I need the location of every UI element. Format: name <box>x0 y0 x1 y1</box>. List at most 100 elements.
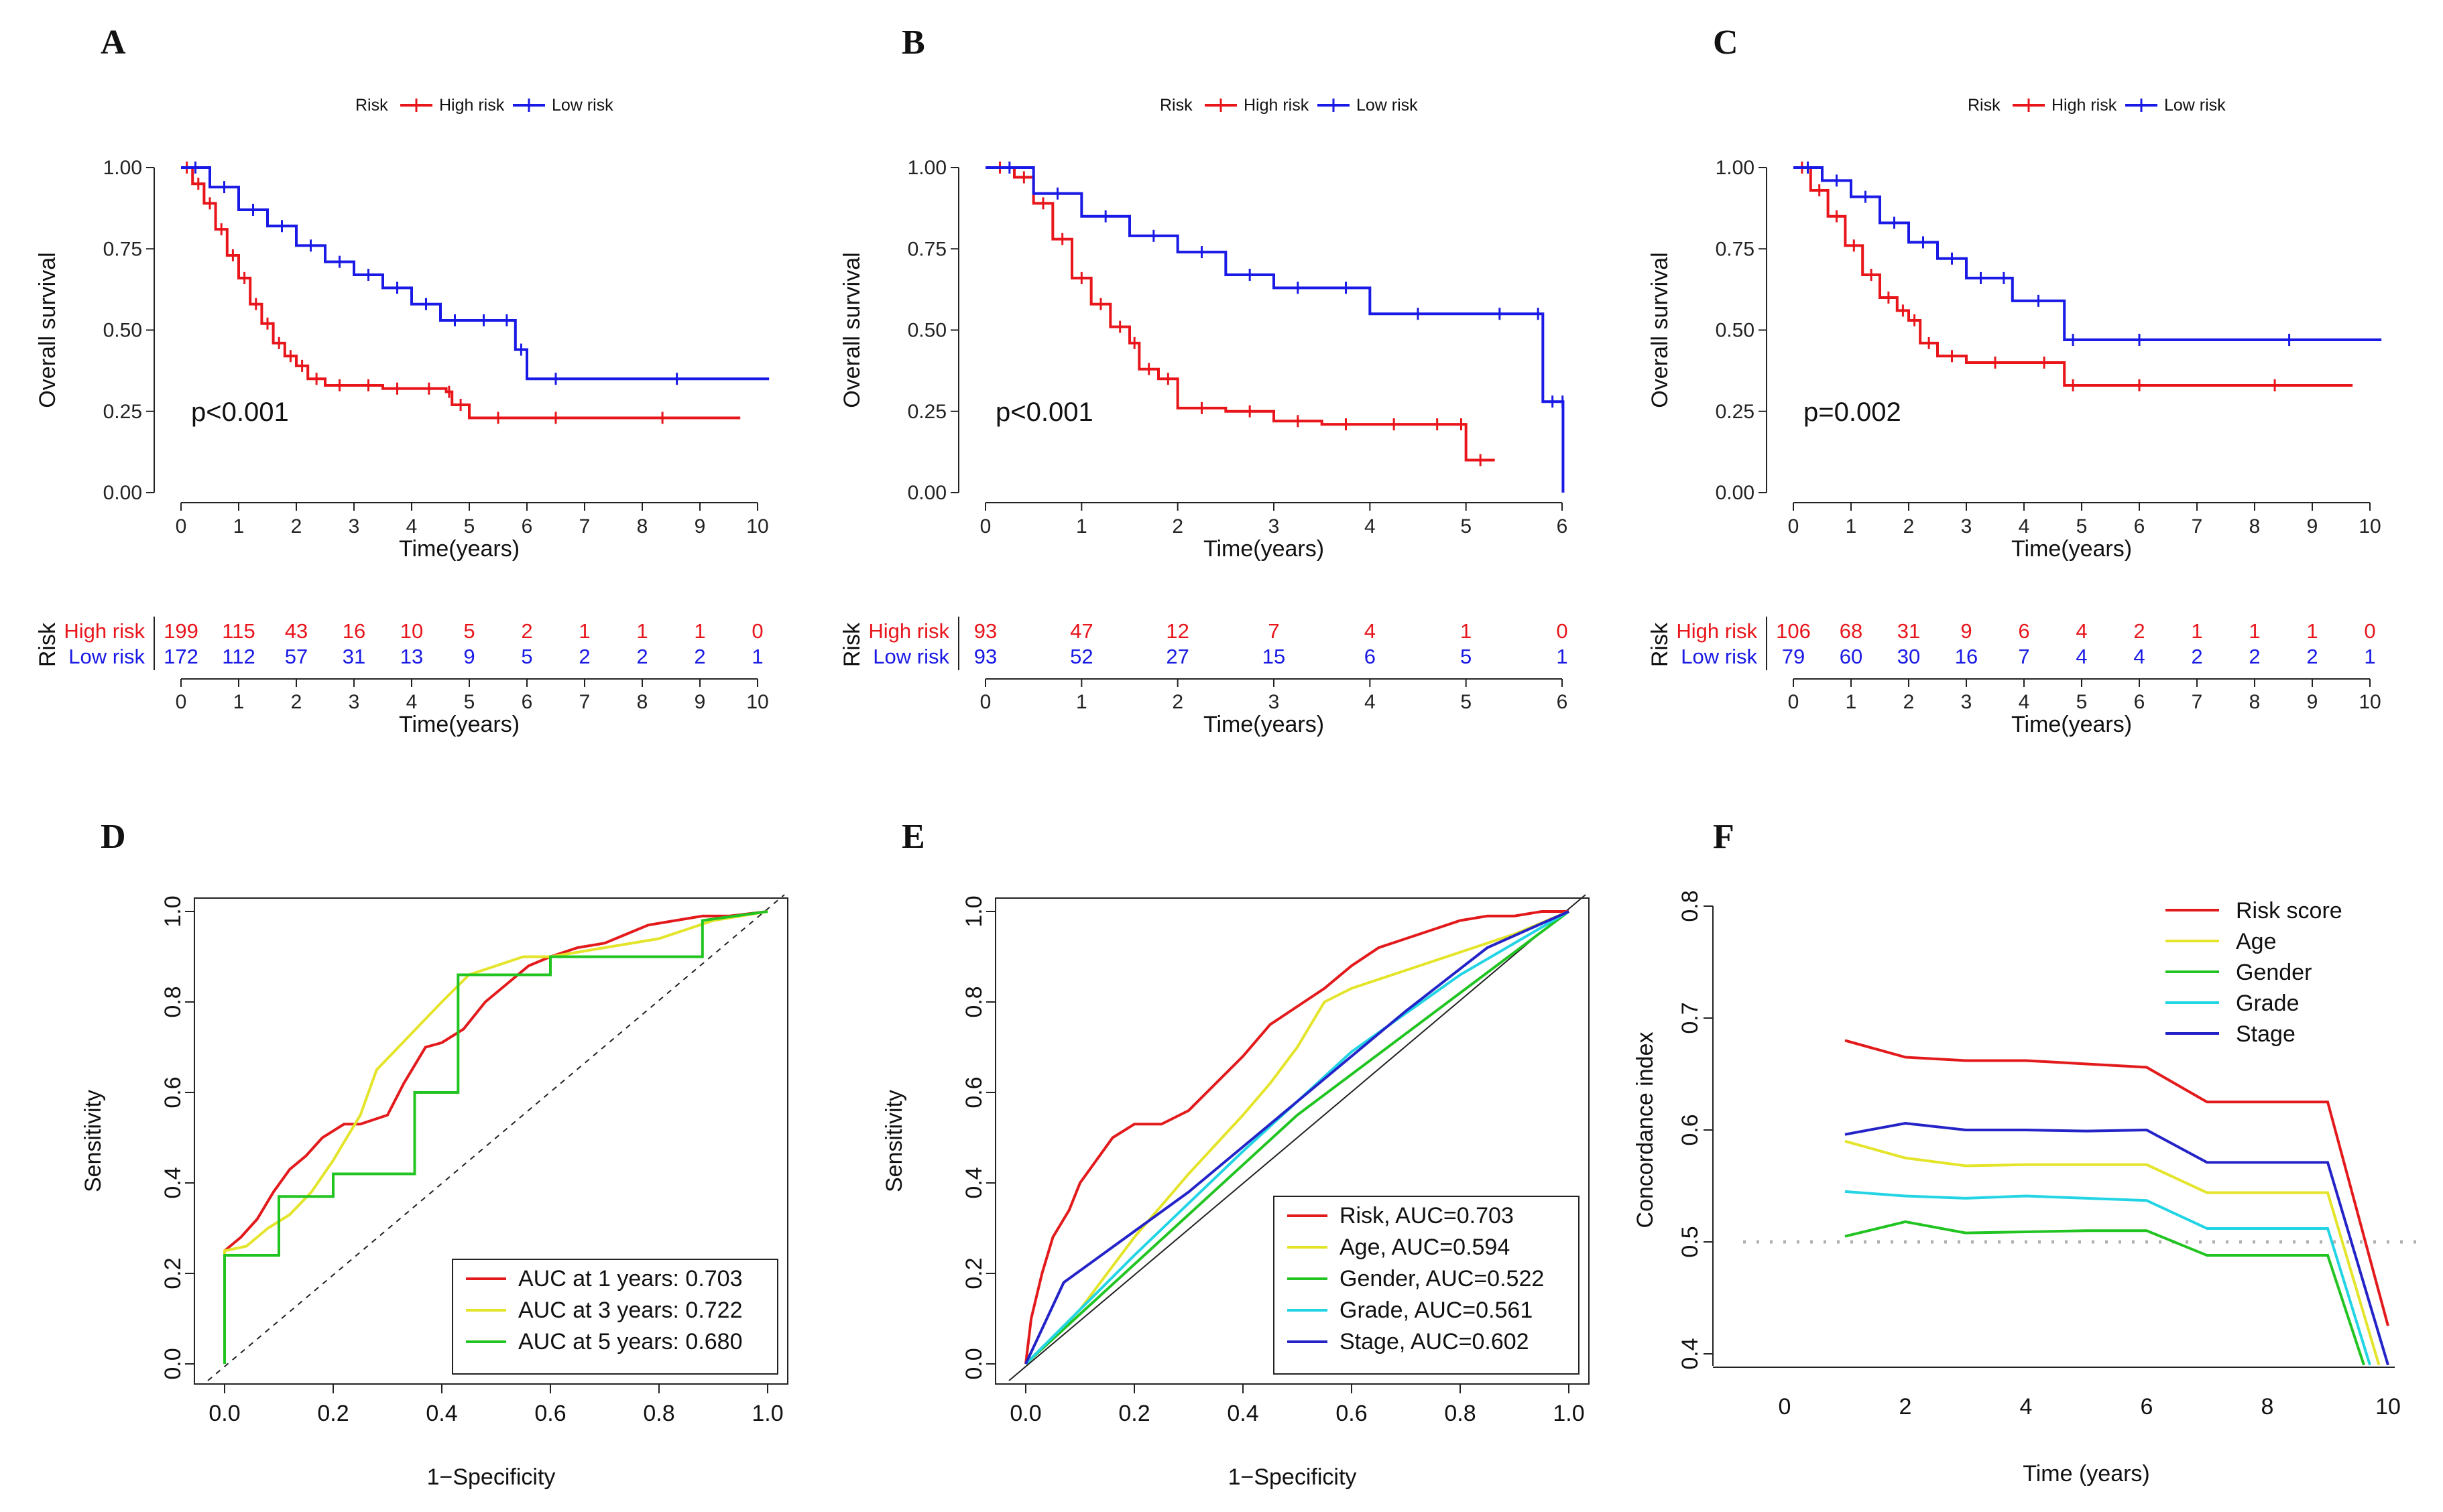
legend-label: Gender <box>2236 960 2312 985</box>
y-tick-label: 0.6 <box>1677 1114 1703 1145</box>
x-tick-label: 0 <box>980 515 992 538</box>
x-tick-label: 4 <box>2019 515 2030 538</box>
table-x-tick-label: 2 <box>1903 691 1915 713</box>
table-low-count: 30 <box>1897 645 1920 668</box>
table-high-count: 0 <box>1556 619 1567 643</box>
table-low-count: 1 <box>2364 645 2375 668</box>
cindex-line-4 <box>1844 1121 2389 1366</box>
table-high-label: High risk <box>868 619 949 643</box>
x-tick-label: 7 <box>579 515 591 538</box>
cindex-line-0 <box>1844 1039 2389 1326</box>
table-x-tick-label: 9 <box>2307 691 2318 713</box>
table-x-tick-label: 6 <box>1557 691 1568 713</box>
legend-title: Risk <box>1160 96 1193 115</box>
table-x-tick-label: 3 <box>1268 691 1280 713</box>
x-tick-label: 1.0 <box>1553 1401 1584 1426</box>
y-tick-label: 1.00 <box>908 157 947 179</box>
y-tick-label: 0.0 <box>160 1348 186 1379</box>
y-tick-label: 0.8 <box>160 986 186 1017</box>
roc-curve-2 <box>1024 910 1570 1365</box>
x-tick-label: 1 <box>233 515 245 538</box>
roc-panel-D: 0.0 0.0 0.2 0.2 0.4 0.4 0.6 0.6 0.8 0.8 1.0 1.0 1−Sp… <box>80 894 788 1490</box>
x-tick-label: 0.0 <box>208 1401 240 1426</box>
table-x-axis-title: Time(years) <box>399 712 520 737</box>
x-tick-label: 3 <box>1268 515 1280 538</box>
table-high-count: 93 <box>974 619 997 643</box>
table-high-count: 115 <box>222 619 255 643</box>
table-x-tick-label: 10 <box>746 691 768 713</box>
y-tick-label: 0.75 <box>1716 238 1754 260</box>
cindex-line-2 <box>1844 1220 2365 1366</box>
y-axis-title: Overall survival <box>35 252 60 407</box>
y-tick-label: 0.4 <box>1677 1338 1703 1369</box>
x-tick-label: 0.8 <box>1444 1401 1476 1426</box>
legend-label: AUC at 3 years: 0.722 <box>518 1298 743 1323</box>
km-panel-C: Risk High risk Low risk0.000.250.500.751.0… <box>1647 96 2382 737</box>
table-low-count: 4 <box>2076 645 2087 668</box>
table-low-count: 1 <box>1556 645 1567 668</box>
concordance-panel: 0.4 0.5 0.6 0.7 0.8 0 2 4 6 8 10 Time (years) Concor… <box>1632 890 2420 1487</box>
table-high-count: 7 <box>1268 619 1279 643</box>
table-high-count: 1 <box>1460 619 1472 643</box>
legend-low-label: Low risk <box>1356 96 1418 115</box>
table-high-count: 1 <box>2191 619 2202 643</box>
table-x-tick-label: 0 <box>980 691 992 713</box>
table-x-tick-label: 8 <box>2249 691 2261 713</box>
x-tick-label: 0.6 <box>534 1401 566 1426</box>
y-tick-label: 0.8 <box>1677 890 1703 922</box>
km-curve-high <box>1793 166 2353 387</box>
p-value: p<0.001 <box>996 397 1093 427</box>
roc-panel-E: 0.0 0.0 0.2 0.2 0.4 0.4 0.6 0.6 0.8 0.8 1.0 1.0 1−Sp… <box>882 894 1590 1490</box>
x-tick-label: 0.4 <box>1227 1401 1258 1426</box>
table-x-tick-label: 4 <box>406 691 418 713</box>
x-tick-label: 1 <box>1076 515 1087 538</box>
km-curve-low <box>181 166 770 381</box>
table-x-tick-label: 1 <box>1076 691 1087 713</box>
table-high-count: 4 <box>2076 619 2087 643</box>
y-tick-label: 0.00 <box>908 482 947 504</box>
x-tick-label: 4 <box>1364 515 1376 538</box>
x-tick-label: 1.0 <box>752 1401 783 1426</box>
y-tick-label: 0.4 <box>160 1167 186 1198</box>
table-low-count: 27 <box>1166 645 1189 668</box>
table-low-count: 31 <box>343 645 365 668</box>
x-tick-label: 2 <box>1899 1394 1912 1420</box>
y-tick-label: 0.2 <box>160 1257 186 1289</box>
panel-label-A: A <box>101 23 126 62</box>
y-tick-label: 0.6 <box>160 1076 186 1108</box>
table-low-count: 6 <box>1364 645 1376 668</box>
table-high-count: 43 <box>285 619 308 643</box>
table-low-label: Low risk <box>1681 645 1757 668</box>
x-tick-label: 9 <box>695 515 706 538</box>
km-curve-high <box>986 166 1495 462</box>
legend-low-label: Low risk <box>2164 96 2226 115</box>
legend-title: Risk <box>1968 96 2001 115</box>
table-low-count: 57 <box>285 645 308 668</box>
x-tick-label: 3 <box>1961 515 1972 538</box>
legend-low-label: Low risk <box>552 96 613 115</box>
cindex-line-1 <box>1844 1139 2381 1366</box>
x-tick-label: 6 <box>2134 515 2145 538</box>
table-high-count: 0 <box>2364 619 2375 643</box>
x-axis-title: Time(years) <box>399 536 520 562</box>
x-tick-label: 0.6 <box>1335 1401 1367 1426</box>
x-tick-label: 10 <box>2359 515 2381 538</box>
x-tick-label: 4 <box>406 515 418 538</box>
y-tick-label: 1.0 <box>961 895 987 927</box>
table-high-count: 6 <box>2018 619 2029 643</box>
x-axis-title: 1−Specificity <box>1228 1464 1357 1490</box>
roc-curve-2 <box>223 910 768 1364</box>
x-tick-label: 6 <box>522 515 533 538</box>
roc-curve-0 <box>1024 910 1569 1365</box>
legend-box <box>1273 1196 1580 1375</box>
panel-label-C: C <box>1713 23 1738 62</box>
table-x-tick-label: 6 <box>2134 691 2145 713</box>
legend-label: AUC at 5 years: 0.680 <box>518 1329 743 1354</box>
table-low-count: 13 <box>400 645 423 668</box>
legend: Risk High risk Low risk <box>1968 96 2226 115</box>
panel-label-B: B <box>902 23 925 62</box>
y-tick-label: 0.25 <box>908 401 947 423</box>
y-tick-label: 1.00 <box>1716 157 1754 179</box>
y-tick-label: 0.5 <box>1677 1226 1703 1257</box>
